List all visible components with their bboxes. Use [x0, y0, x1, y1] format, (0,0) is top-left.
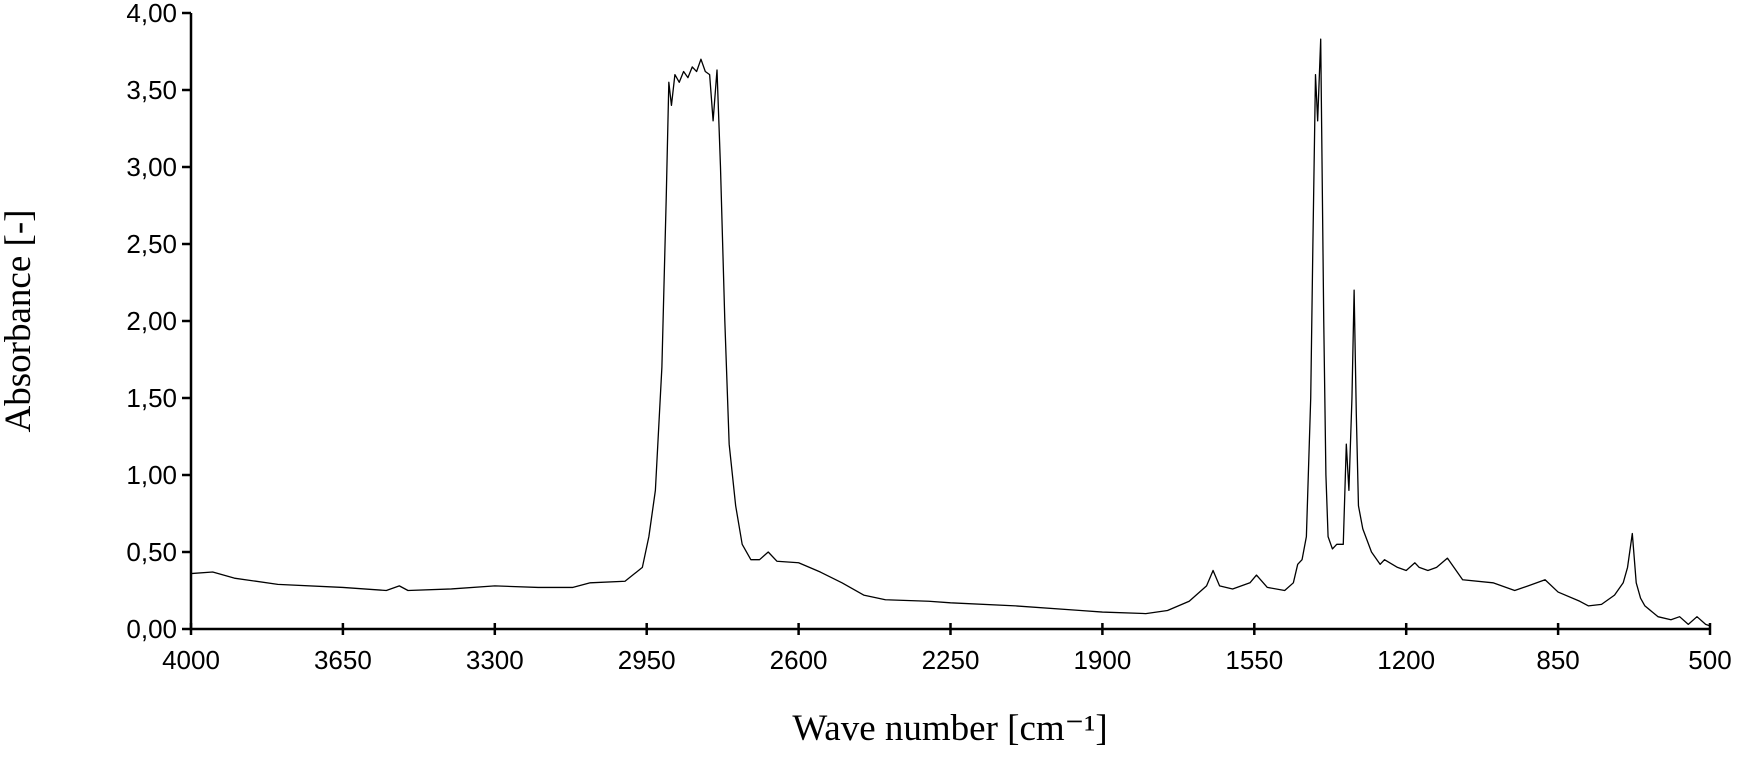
y-tick-label: 1,00 — [126, 460, 177, 490]
y-tick-label: 4,00 — [126, 0, 177, 28]
y-tick-label: 3,00 — [126, 152, 177, 182]
x-axis-title: Wave number [cm⁻¹] — [792, 708, 1107, 749]
y-tick-label: 1,50 — [126, 383, 177, 413]
x-tick-label: 1900 — [1073, 645, 1131, 675]
x-tick-label: 3300 — [466, 645, 524, 675]
x-tick-label: 3650 — [314, 645, 372, 675]
x-tick-label: 850 — [1536, 645, 1579, 675]
x-tick-label: 2600 — [770, 645, 828, 675]
x-tick-label: 500 — [1688, 645, 1731, 675]
y-axis-title: Absorbance [-] — [0, 210, 39, 433]
y-tick-label: 0,00 — [126, 614, 177, 644]
y-tick-label: 3,50 — [126, 75, 177, 105]
x-tick-label: 4000 — [162, 645, 220, 675]
x-tick-label: 2950 — [618, 645, 676, 675]
spectrum-line — [190, 38, 1711, 627]
y-tick-label: 2,00 — [126, 306, 177, 336]
y-tick-label: 2,50 — [126, 229, 177, 259]
x-tick-label: 1200 — [1377, 645, 1435, 675]
x-tick-label: 2250 — [922, 645, 980, 675]
x-tick-label: 1550 — [1225, 645, 1283, 675]
y-tick-label: 0,50 — [126, 537, 177, 567]
